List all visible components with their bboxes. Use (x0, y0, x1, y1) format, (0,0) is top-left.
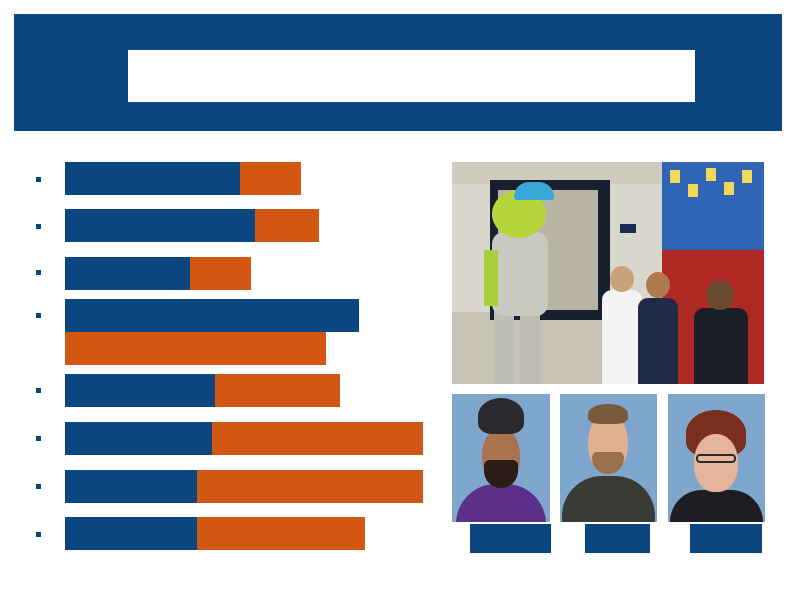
bar-8-orange-segment (197, 517, 365, 550)
bullet-4 (36, 313, 41, 318)
bar-8-blue-segment (65, 517, 197, 550)
bullet-8 (36, 532, 41, 537)
bar-6-blue-segment (65, 422, 212, 455)
bar-3-orange-segment (190, 257, 251, 290)
bar-5-orange-segment (215, 374, 340, 407)
bar-7-orange-segment (197, 470, 423, 503)
mascot-hallway-photo (452, 162, 764, 384)
bar-2-orange-segment (255, 209, 319, 242)
bar-1-orange-segment (240, 162, 301, 195)
caption-bar-2 (585, 524, 650, 553)
bar-4-blue-segment (65, 299, 359, 332)
bullet-3 (36, 270, 41, 275)
caption-bar-1 (470, 524, 551, 553)
bullet-6 (36, 436, 41, 441)
bullet-7 (36, 484, 41, 489)
title-box (128, 50, 695, 102)
bar-5-blue-segment (65, 374, 215, 407)
mascot-cap (514, 182, 554, 200)
bullet-2 (36, 224, 41, 229)
bar-2-blue-segment (65, 209, 255, 242)
bar-4-orange-segment (65, 332, 326, 365)
portrait-photo-2 (560, 394, 657, 522)
caption-bar-3 (690, 524, 762, 553)
bar-7-blue-segment (65, 470, 197, 503)
bar-3-blue-segment (65, 257, 190, 290)
portrait-photo-3 (668, 394, 765, 522)
bar-6-orange-segment (212, 422, 423, 455)
portrait-photo-1 (452, 394, 550, 522)
bullet-1 (36, 177, 41, 182)
mascot-body (492, 232, 548, 316)
exit-sign-icon (620, 224, 636, 233)
bullet-5 (36, 388, 41, 393)
bar-1-blue-segment (65, 162, 240, 195)
